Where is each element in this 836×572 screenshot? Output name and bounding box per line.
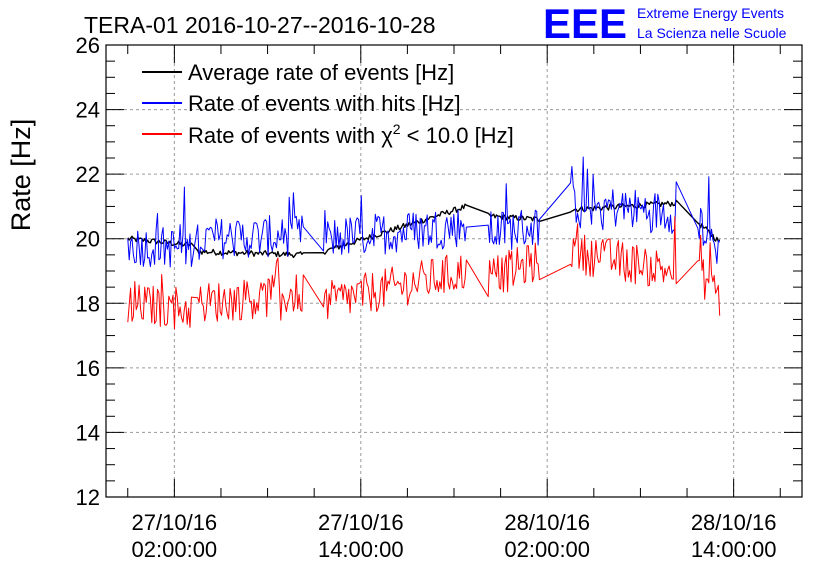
legend-label-hits: Rate of events with hits [Hz] bbox=[188, 91, 461, 116]
y-tick-label: 12 bbox=[76, 485, 100, 510]
y-tick-label: 26 bbox=[76, 33, 100, 58]
x-tick-label-time: 02:00:00 bbox=[504, 537, 590, 562]
legend-label-chi2-pre: Rate of events with χ bbox=[188, 123, 393, 148]
x-tick-label-time: 14:00:00 bbox=[318, 537, 404, 562]
y-tick-label: 20 bbox=[76, 227, 100, 252]
series-layer bbox=[127, 156, 721, 330]
axis-ticks bbox=[106, 44, 802, 498]
x-tick-label-date: 28/10/16 bbox=[691, 510, 777, 535]
y-tick-label: 16 bbox=[76, 356, 100, 381]
y-tick-labels: 12 14 16 18 20 22 24 26 bbox=[76, 33, 100, 510]
eee-logo-mark: EEE bbox=[543, 0, 627, 47]
x-tick-labels: 27/10/1602:00:0027/10/1614:00:0028/10/16… bbox=[132, 510, 777, 562]
y-tick-label: 24 bbox=[76, 98, 100, 123]
legend-label-average: Average rate of events [Hz] bbox=[188, 60, 454, 85]
chart-title: TERA-01 2016-10-27--2016-10-28 bbox=[84, 12, 436, 38]
legend: Average rate of events [Hz] Rate of even… bbox=[142, 60, 514, 148]
x-tick-label-time: 02:00:00 bbox=[132, 537, 218, 562]
y-tick-label: 14 bbox=[76, 420, 100, 445]
legend-label-chi2: Rate of events with χ2 < 10.0 [Hz] bbox=[188, 121, 514, 148]
x-tick-label-date: 27/10/16 bbox=[318, 510, 404, 535]
y-tick-label: 18 bbox=[76, 291, 100, 316]
eee-logo: EEE Extreme Energy Events La Scienza nel… bbox=[543, 0, 787, 47]
eee-logo-line1: Extreme Energy Events bbox=[637, 5, 784, 21]
legend-label-chi2-sup: 2 bbox=[393, 121, 401, 137]
series-line-average bbox=[127, 199, 721, 259]
y-axis-label: Rate [Hz] bbox=[6, 119, 36, 232]
series-line-hits bbox=[127, 156, 721, 268]
x-tick-label-time: 14:00:00 bbox=[691, 537, 777, 562]
legend-label-chi2-post: < 10.0 [Hz] bbox=[401, 123, 514, 148]
x-tick-label-date: 27/10/16 bbox=[132, 510, 218, 535]
eee-logo-line2: La Scienza nelle Scuole bbox=[637, 25, 787, 41]
y-tick-label: 22 bbox=[76, 162, 100, 187]
x-tick-label-date: 28/10/16 bbox=[504, 510, 590, 535]
series-line-chi2 bbox=[127, 216, 721, 330]
